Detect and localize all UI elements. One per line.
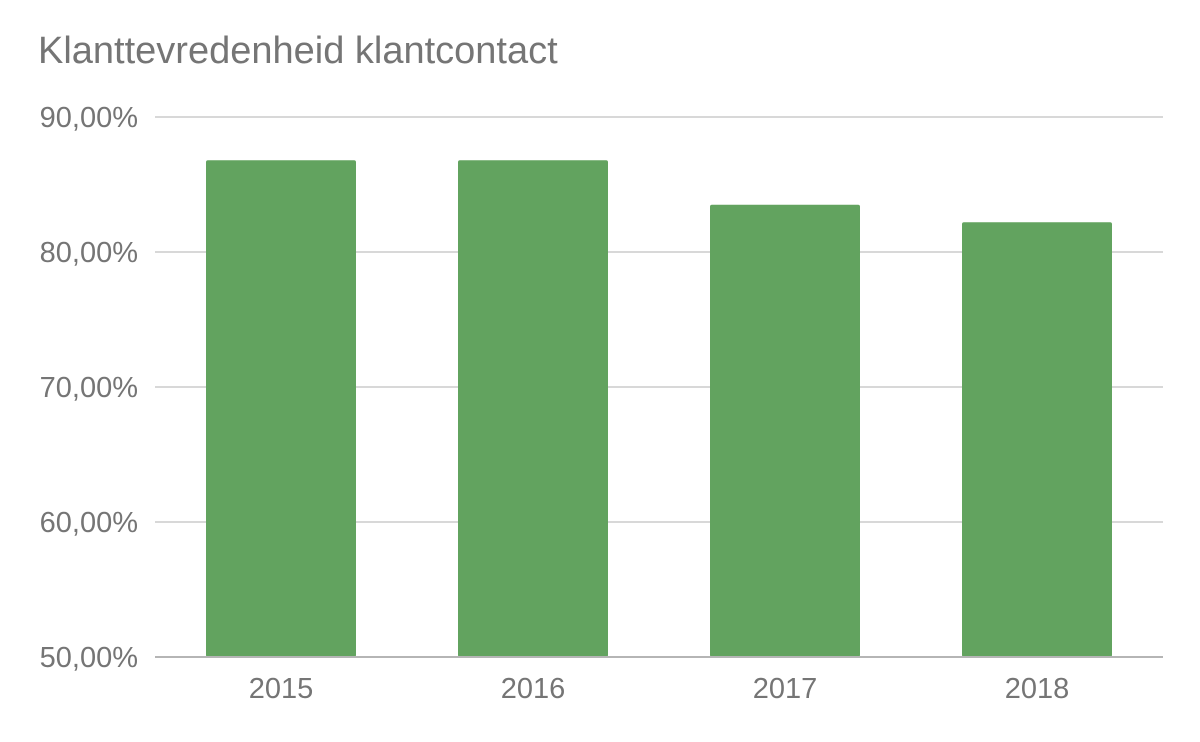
chart-title: Klanttevredenheid klantcontact (38, 30, 558, 72)
bar-2016 (458, 160, 608, 657)
bar-2018 (962, 222, 1112, 658)
x-tick-label-2017: 2017 (753, 673, 818, 705)
y-tick-label-90: 90,00% (40, 102, 138, 134)
bars (206, 160, 1112, 658)
y-tick-label-60: 60,00% (40, 507, 138, 539)
x-axis-labels: 2015 2016 2017 2018 (249, 673, 1070, 705)
y-axis-labels: 50,00% 60,00% 70,00% 80,00% 90,00% (40, 102, 138, 674)
y-tick-label-80: 80,00% (40, 237, 138, 269)
y-tick-label-50: 50,00% (40, 642, 138, 674)
y-tick-label-70: 70,00% (40, 372, 138, 404)
x-tick-label-2018: 2018 (1005, 673, 1070, 705)
x-tick-label-2015: 2015 (249, 673, 314, 705)
bar-2017 (710, 204, 860, 657)
x-tick-label-2016: 2016 (501, 673, 566, 705)
bar-2015 (206, 160, 356, 657)
